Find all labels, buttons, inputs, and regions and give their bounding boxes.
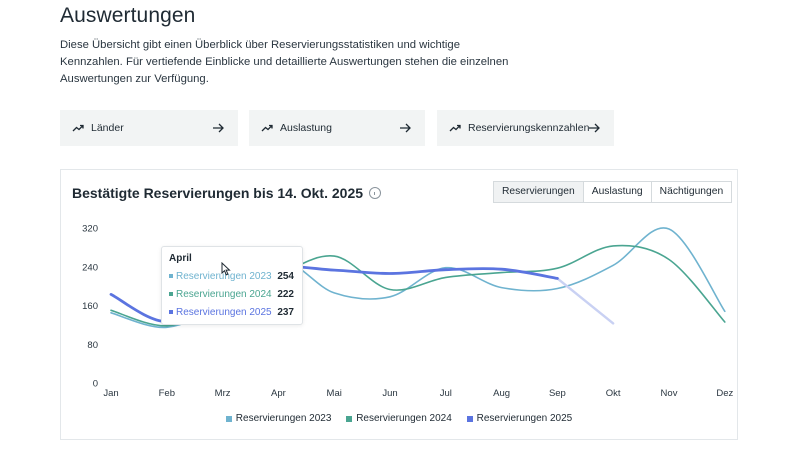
tooltip-label: Reservierungen 2023 bbox=[176, 270, 272, 282]
tooltip-row: Reservierungen 2025 237 bbox=[169, 305, 294, 319]
x-tick-label: Jan bbox=[103, 388, 118, 399]
chart-tooltip: April Reservierungen 2023 254 Reservieru… bbox=[161, 246, 303, 325]
legend-swatch bbox=[346, 415, 353, 422]
x-tick-label: Jun bbox=[382, 388, 397, 399]
legend-swatch bbox=[466, 415, 473, 422]
tab-auslastung[interactable]: Auslastung bbox=[583, 182, 652, 202]
legend-label: Reservierungen 2023 bbox=[235, 413, 332, 424]
trend-up-icon bbox=[72, 124, 84, 132]
intro-line: Diese Übersicht gibt einen Überblick übe… bbox=[60, 39, 460, 51]
chart-tab-group: Reservierungen Auslastung Nächtigungen bbox=[493, 181, 733, 203]
legend-item-2023[interactable]: Reservierungen 2023 bbox=[225, 413, 332, 424]
chart-legend: Reservierungen 2023 Reservierungen 2024 … bbox=[61, 413, 737, 425]
legend-item-2025[interactable]: Reservierungen 2025 bbox=[466, 413, 573, 424]
x-tick-label: Mai bbox=[327, 388, 342, 399]
trend-up-icon bbox=[261, 124, 273, 132]
legend-label: Reservierungen 2025 bbox=[476, 413, 573, 424]
y-tick-label: 0 bbox=[93, 379, 98, 390]
trend-up-icon bbox=[449, 124, 461, 132]
quick-link-label: Auslastung bbox=[280, 122, 332, 134]
quick-link-laender[interactable]: Länder bbox=[60, 110, 238, 146]
mouse-cursor-icon bbox=[221, 262, 231, 276]
page-title: Auswertungen bbox=[60, 4, 196, 27]
quick-link-reservierungskennzahlen[interactable]: Reservierungskennzahlen bbox=[437, 110, 614, 146]
tooltip-value: 222 bbox=[277, 288, 294, 300]
arrow-right-icon bbox=[213, 123, 224, 133]
info-icon[interactable] bbox=[369, 187, 382, 200]
tooltip-title: April bbox=[169, 253, 192, 264]
quick-link-label: Länder bbox=[91, 122, 124, 134]
quick-link-label: Reservierungskennzahlen bbox=[468, 122, 590, 134]
tooltip-label: Reservierungen 2024 bbox=[176, 288, 272, 300]
reservations-chart-card: Bestätigte Reservierungen bis 14. Okt. 2… bbox=[60, 169, 738, 440]
tab-reservierungen[interactable]: Reservierungen bbox=[494, 182, 584, 202]
intro-line: Auswertungen zur Verfügung. bbox=[60, 73, 209, 85]
chart-title: Bestätigte Reservierungen bis 14. Okt. 2… bbox=[72, 185, 382, 201]
y-tick-label: 160 bbox=[82, 301, 98, 312]
x-tick-label: Nov bbox=[661, 388, 678, 399]
arrow-right-icon bbox=[400, 123, 411, 133]
tooltip-row: Reservierungen 2023 254 bbox=[169, 269, 294, 283]
legend-swatch bbox=[169, 310, 173, 314]
x-tick-label: Jul bbox=[440, 388, 452, 399]
series-line-2025-partial bbox=[556, 277, 615, 325]
legend-label: Reservierungen 2024 bbox=[356, 413, 452, 424]
tooltip-value: 254 bbox=[277, 270, 294, 282]
legend-item-2024[interactable]: Reservierungen 2024 bbox=[346, 413, 452, 424]
intro-text: Diese Übersicht gibt einen Überblick übe… bbox=[60, 37, 530, 88]
y-tick-label: 240 bbox=[82, 262, 98, 273]
quick-link-auslastung[interactable]: Auslastung bbox=[249, 110, 425, 146]
legend-swatch bbox=[169, 292, 173, 296]
tab-naechtigungen[interactable]: Nächtigungen bbox=[651, 182, 732, 202]
x-tick-label: Apr bbox=[271, 388, 286, 399]
chart-title-text: Bestätigte Reservierungen bis 14. Okt. 2… bbox=[72, 185, 364, 201]
y-tick-label: 80 bbox=[87, 340, 98, 351]
x-tick-label: Okt bbox=[606, 388, 621, 399]
tooltip-label: Reservierungen 2025 bbox=[176, 306, 272, 318]
tooltip-value: 237 bbox=[277, 306, 294, 318]
x-tick-label: Feb bbox=[159, 388, 175, 399]
y-tick-label: 320 bbox=[82, 224, 98, 235]
x-tick-label: Sep bbox=[549, 388, 566, 399]
arrow-right-icon bbox=[589, 123, 600, 133]
x-tick-label: Dez bbox=[716, 388, 733, 399]
x-tick-label: Aug bbox=[493, 388, 510, 399]
legend-swatch bbox=[225, 415, 232, 422]
intro-line: Kennzahlen. Für vertiefende Einblicke un… bbox=[60, 56, 509, 68]
tooltip-row: Reservierungen 2024 222 bbox=[169, 287, 294, 301]
legend-swatch bbox=[169, 274, 173, 278]
x-tick-label: Mrz bbox=[215, 388, 231, 399]
